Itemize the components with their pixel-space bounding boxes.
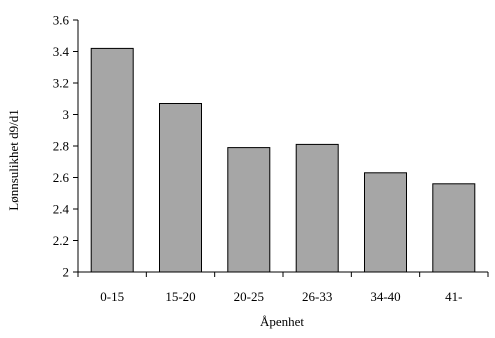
bar-26-33 <box>295 143 339 273</box>
axes-layer <box>73 19 489 277</box>
bar-0-15 <box>90 47 134 273</box>
x-tick-label: 41- <box>445 289 462 304</box>
labels-layer: 2 2.2 2.4 2.6 2.8 3 3.2 3.4 3.6 0-15 15-20 20-25 26-… <box>53 13 463 305</box>
bars-layer <box>90 47 476 273</box>
y-tick-label: 3.4 <box>53 44 70 59</box>
y-tick-label: 3 <box>63 107 70 122</box>
y-tick-label: 2.6 <box>53 170 70 185</box>
x-tick-label: 20-25 <box>234 289 264 304</box>
y-tick-label: 3.6 <box>53 13 70 28</box>
y-tick-label: 2.8 <box>53 139 69 154</box>
bar-41- <box>432 183 476 273</box>
x-tick-label: 26-33 <box>302 289 332 304</box>
y-tick-label: 3.2 <box>53 76 69 91</box>
x-axis-title: Åpenhet <box>260 314 304 329</box>
y-axis-title: Lønnsulikhet d9/d1 <box>6 109 21 210</box>
y-tick-label: 2 <box>63 265 70 280</box>
x-tick-label: 0-15 <box>100 289 124 304</box>
y-tick-label: 2.4 <box>53 202 70 217</box>
x-tick-label: 34-40 <box>370 289 400 304</box>
y-tick-label: 2.2 <box>53 233 69 248</box>
bar-20-25 <box>227 147 271 273</box>
bar-34-40 <box>364 172 407 273</box>
x-tick-label: 15-20 <box>165 289 195 304</box>
bar-15-20 <box>159 103 202 273</box>
